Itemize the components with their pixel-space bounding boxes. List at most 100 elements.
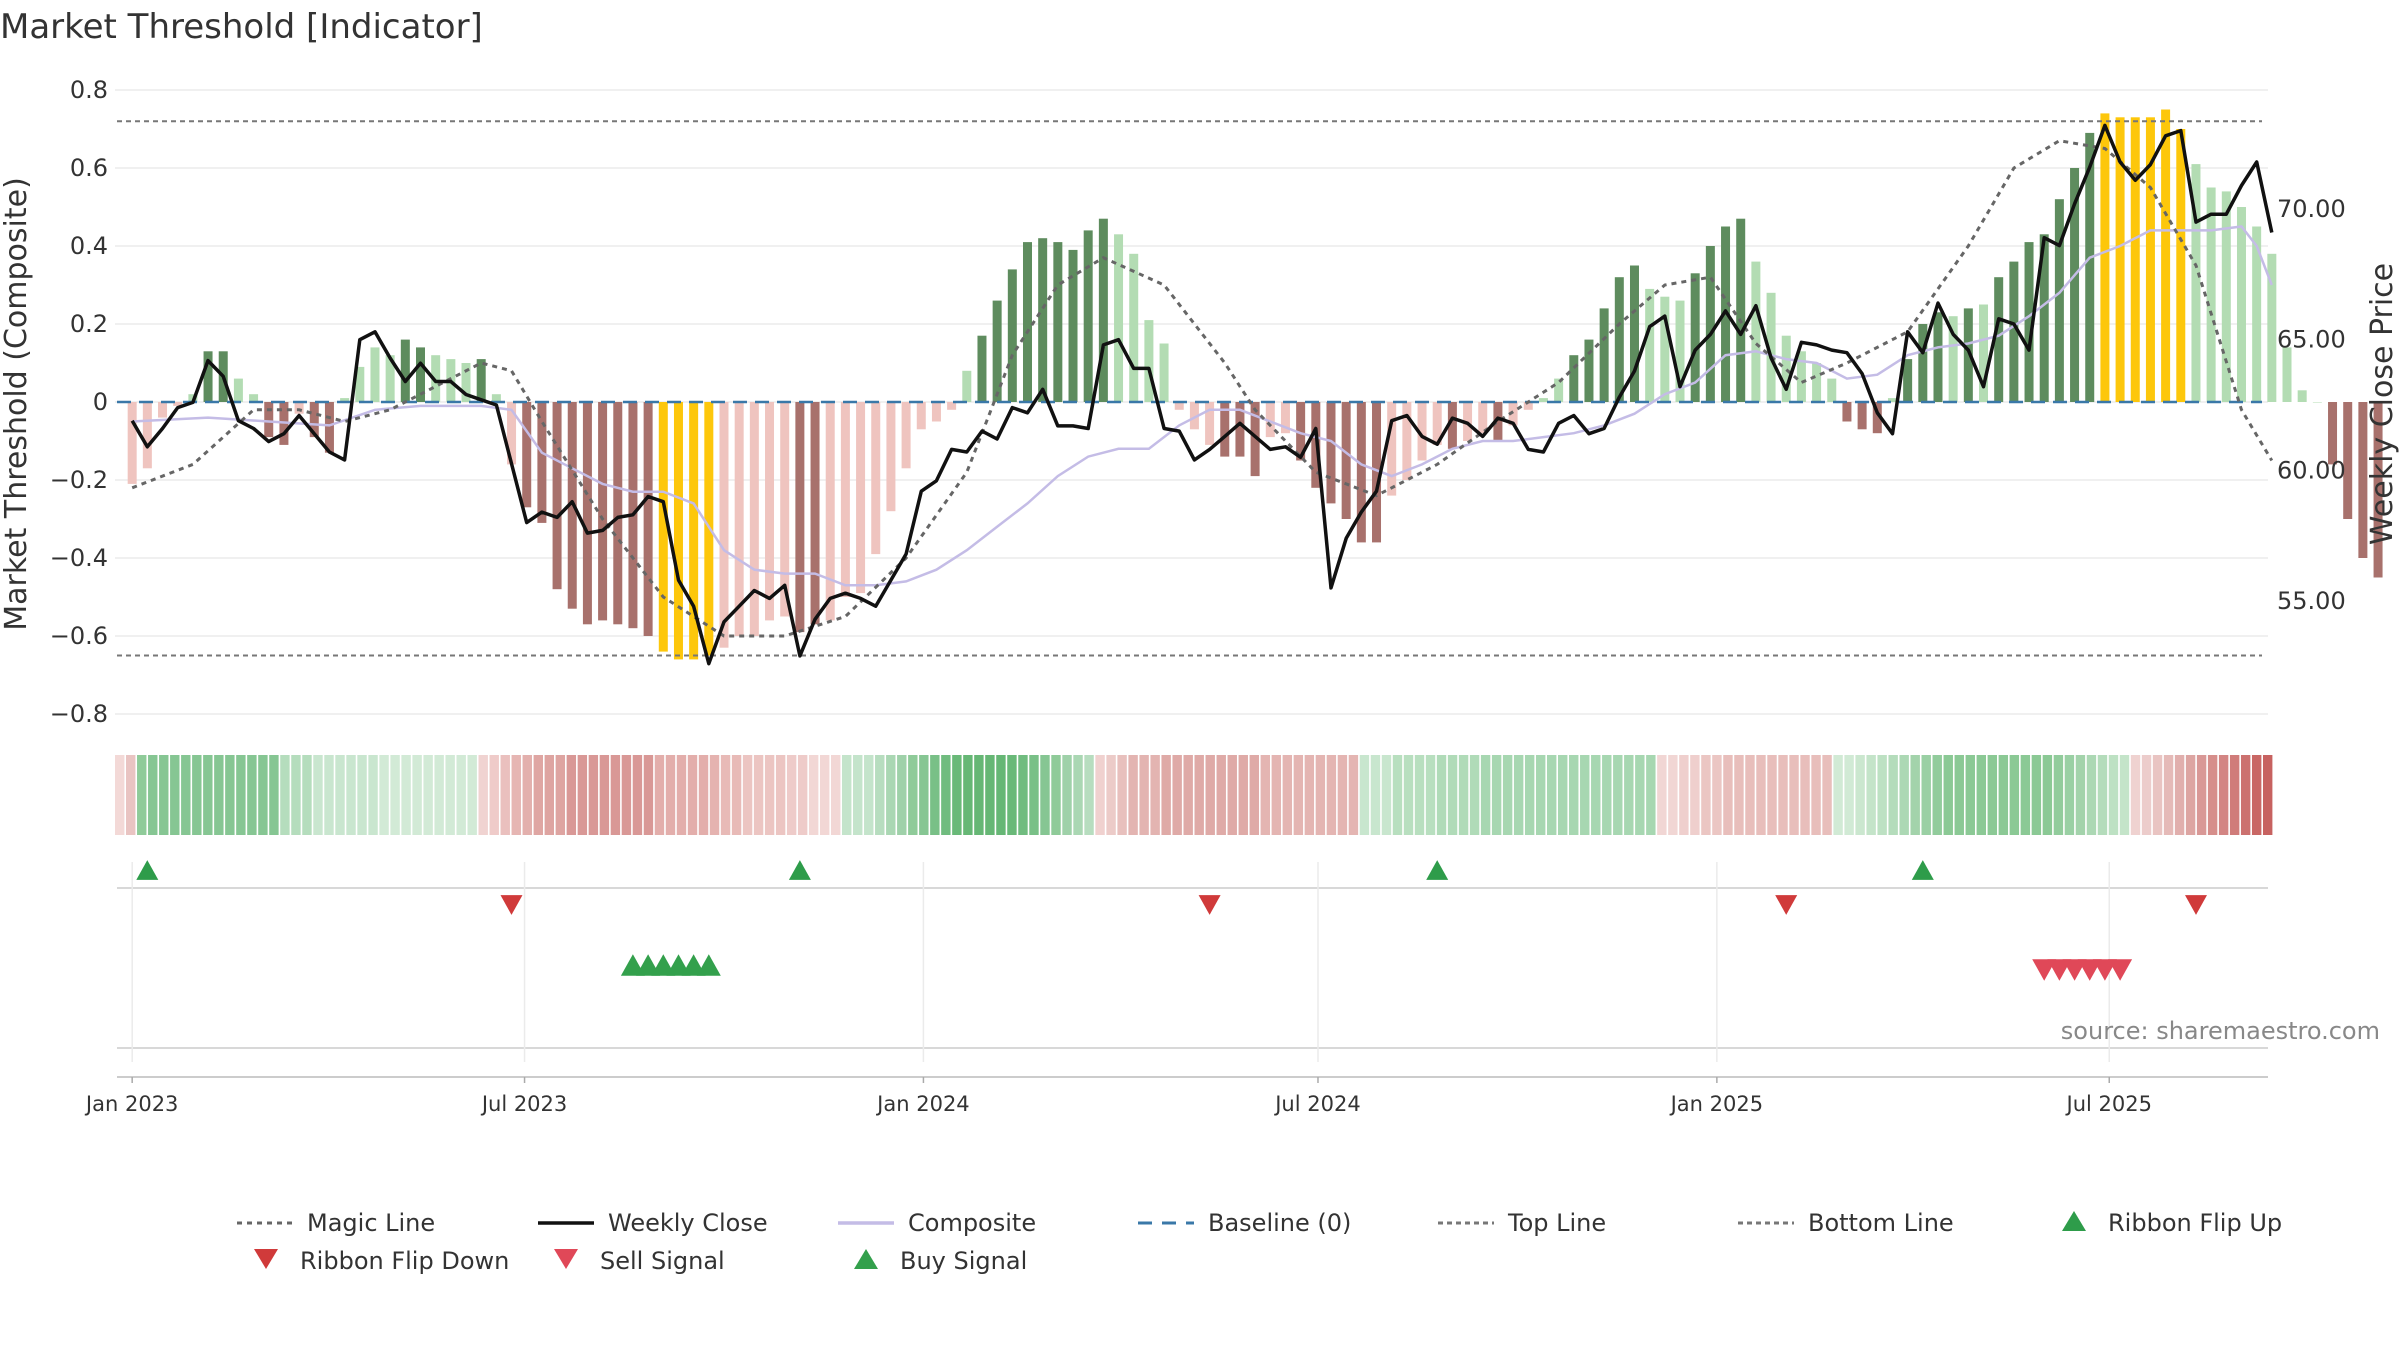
ribbon-cell [919,755,929,835]
ribbon-cell [1238,755,1248,835]
ribbon-cell [170,755,180,835]
ribbon-cell [1227,755,1237,835]
threshold-bar [810,402,820,625]
ribbon-cell [621,755,632,835]
ribbon-cell [1734,755,1744,835]
ribbon-cell [1877,755,1887,835]
threshold-bar [1918,324,1928,402]
threshold-bar [1872,402,1882,434]
threshold-bar [1068,249,1078,402]
threshold-bar [476,359,486,402]
threshold-bar [1098,218,1108,402]
ribbon-cell [985,755,995,835]
ribbon-cell [643,755,654,835]
legend-item-magic-line: Magic Line [237,1209,435,1237]
ribbon-cell [1580,755,1590,835]
buy-signal-marker [651,954,676,976]
threshold-bars [127,109,2383,660]
threshold-bar [1781,335,1791,402]
ribbon-cell [2185,755,2196,835]
threshold-bar [1007,269,1017,402]
ribbon-cell [1943,755,1953,835]
ribbon-cell [1657,755,1667,835]
ribbon-cell [599,755,610,835]
ribbon-cell [941,755,951,835]
ribbon-cell [467,755,477,835]
threshold-bar [203,351,213,402]
threshold-bar [1948,316,1958,402]
ribbon-cell [2240,755,2251,835]
date-axis: Jan 2023 Jul 2023 Jan 2024 Jul 2024 Jan 2025… [84,1077,2152,1116]
ribbon-cell [1745,755,1755,835]
threshold-bar [1629,265,1639,402]
threshold-bar [173,402,183,406]
ribbon-cell [489,755,499,835]
legend-label: Ribbon Flip Up [2108,1209,2282,1237]
ribbon-cell [1480,755,1491,835]
threshold-bar [1493,402,1503,441]
threshold-bar [1053,242,1063,402]
threshold-bar [992,300,1002,402]
ribbon-cell [1613,755,1623,835]
ribbon-cell [1513,755,1524,835]
ribbon-cell [1855,755,1865,835]
legend-item-bottom-line: Bottom Line [1738,1209,1954,1237]
threshold-bar [249,394,259,402]
ribbon-cell [2108,755,2119,835]
threshold-bar [522,402,532,508]
legend-item-sell-signal: Sell Signal [554,1247,725,1275]
ribbon-cell [974,755,984,835]
legend-swatch [254,1249,278,1269]
left-tick-label: −0.2 [50,466,108,494]
threshold-bar [1766,292,1776,402]
ribbon-cell [236,755,246,835]
threshold-bar [1205,402,1215,445]
ribbon-cell [963,755,973,835]
ribbon-cell [1822,755,1832,835]
sell-signal-marker [2062,959,2087,981]
threshold-bar [734,402,744,636]
threshold-bar [1159,343,1169,402]
sell-signal-marker [2092,959,2117,981]
ribbon-cell [445,755,455,835]
ribbon-cell [1414,755,1425,835]
ribbon-cell [742,755,753,835]
threshold-bar [2328,402,2338,465]
ribbon-cell [533,755,543,835]
threshold-bar [264,402,274,438]
threshold-bar [871,402,881,555]
left-tick-label: 0.8 [70,76,108,104]
threshold-bar [795,402,805,633]
threshold-bar [1326,402,1336,504]
ribbon-cell [2086,755,2097,835]
ribbon-cell [654,755,665,835]
ribbon-cell [1216,755,1226,835]
ribbon-cell [720,755,731,835]
threshold-bar [2236,207,2246,402]
ribbon-cell [181,755,191,835]
legend-item-ribbon-flip-down: Ribbon Flip Down [254,1247,509,1275]
ribbon-cell [1712,755,1722,835]
threshold-bar [2161,109,2171,402]
threshold-bar [370,347,380,402]
threshold-bar [1356,402,1366,543]
ribbon-flip-up-marker [136,860,159,880]
date-tick-label: Jan 2023 [84,1092,179,1116]
left-tick-label: 0.2 [70,310,108,338]
ribbon-cell [665,755,676,835]
threshold-bar [1675,300,1685,402]
ribbon-cell [1811,755,1821,835]
ribbon-cell [731,755,742,835]
buy-signal-marker [696,954,721,976]
signal-panels: source: sharemaestro.com [117,860,2380,1078]
ribbon-cell [1767,755,1777,835]
threshold-bar [2039,234,2049,402]
legend-item-baseline-0: Baseline (0) [1138,1209,1351,1237]
ribbon-cell [1591,755,1601,835]
ribbon-flip-down-marker [500,895,523,915]
threshold-bar [400,339,410,402]
ribbon-cell [511,755,521,835]
left-tick-label: −0.6 [50,622,108,650]
legend-label: Weekly Close [608,1209,768,1237]
left-axis-title: Market Threshold (Composite) [0,177,34,631]
